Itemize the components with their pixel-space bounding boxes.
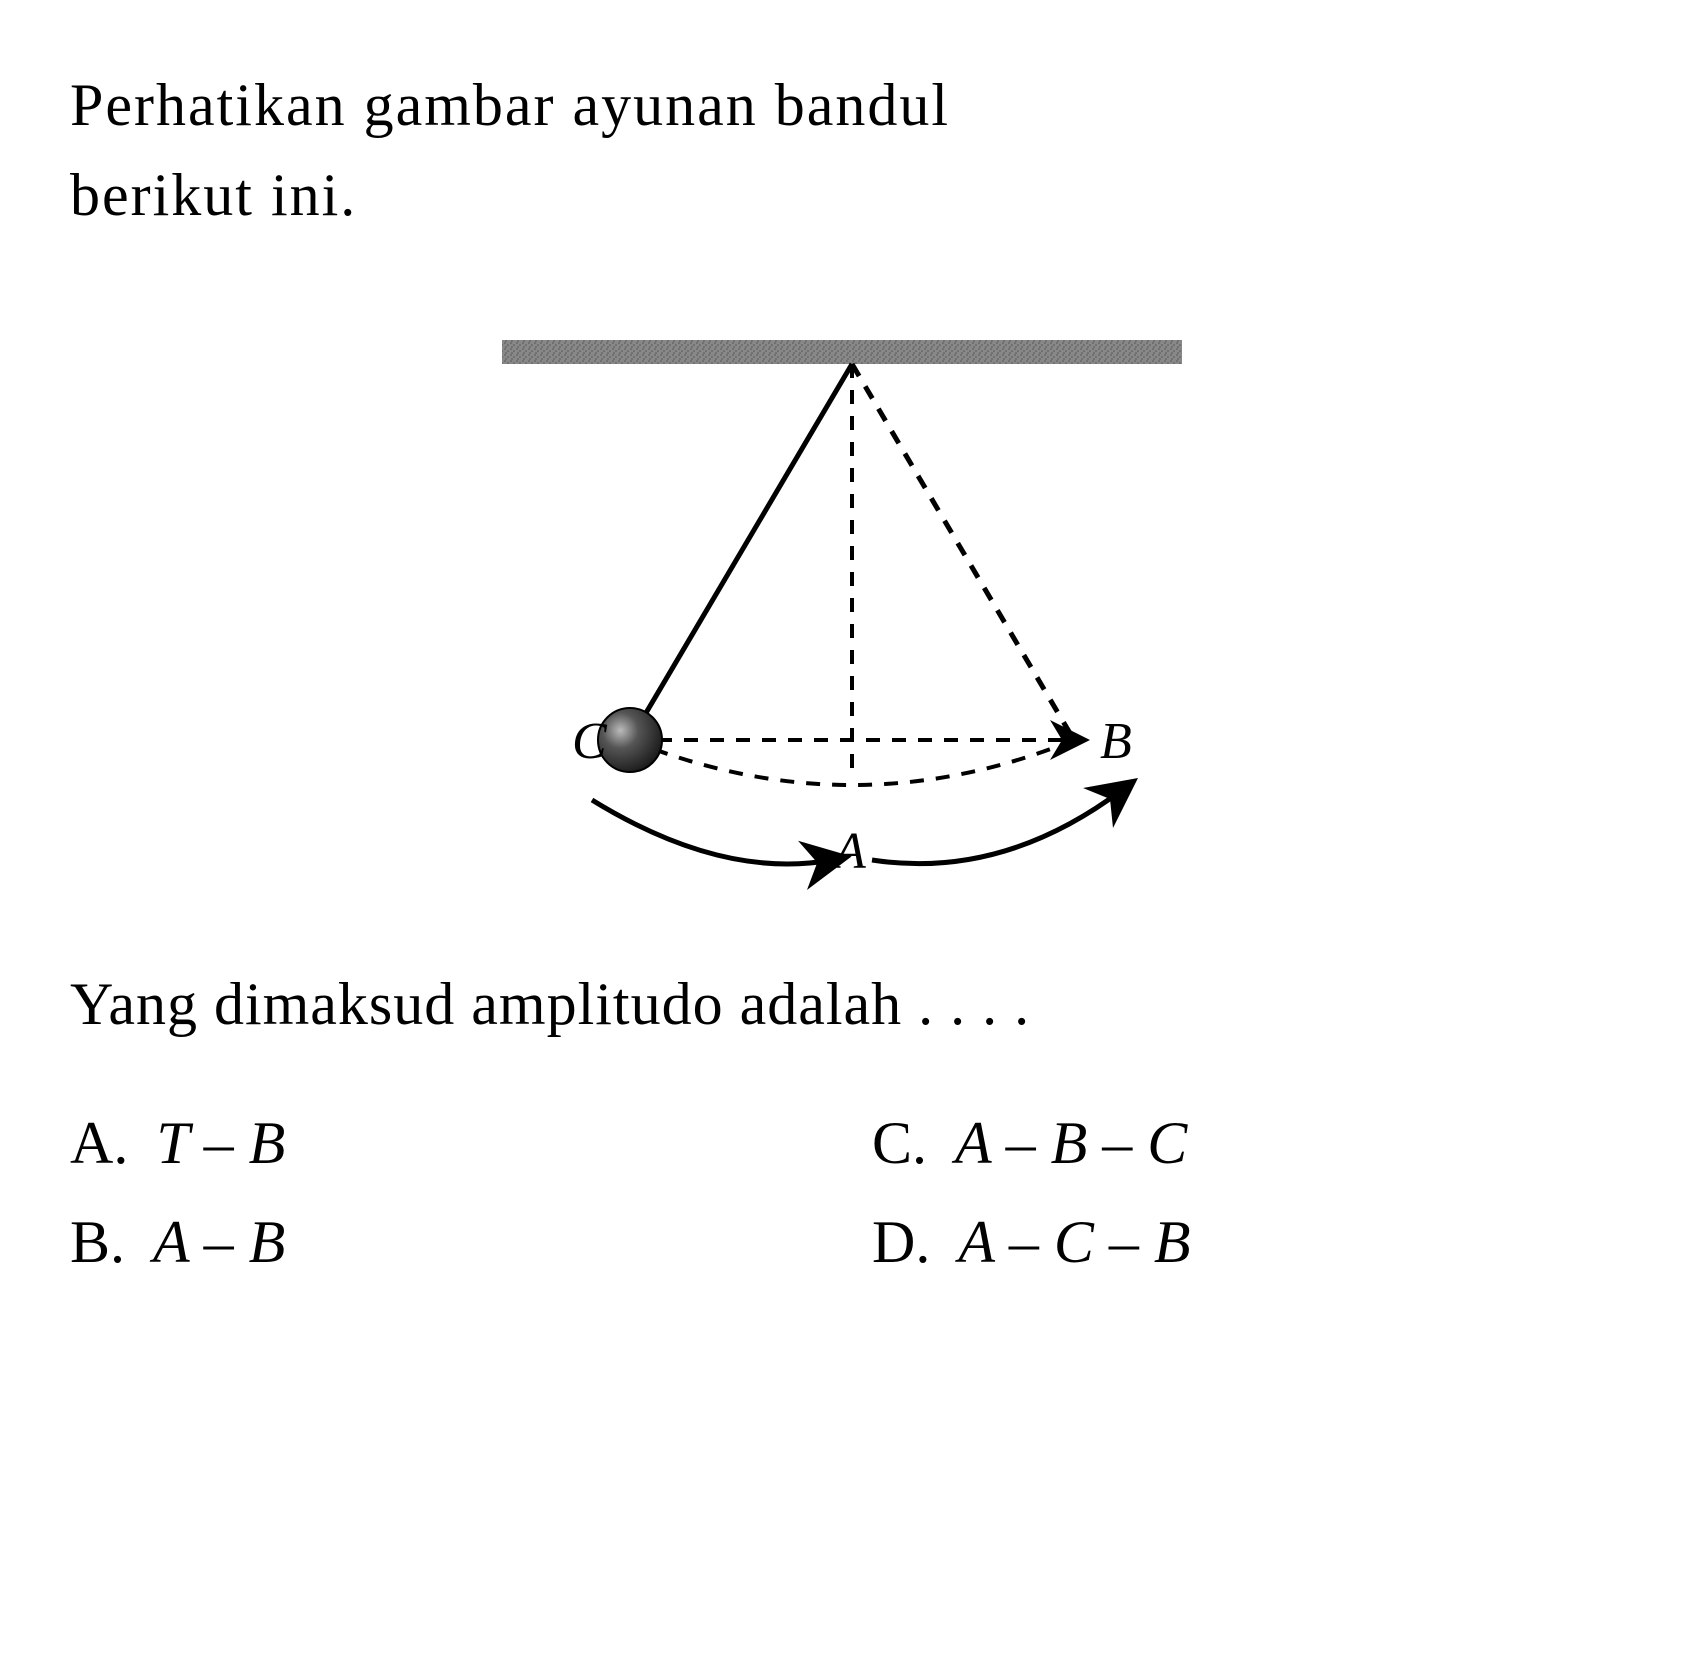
option-d-text: A – C – B (958, 1208, 1190, 1277)
label-b: B (1100, 713, 1132, 770)
option-c: C. A – B – C (872, 1109, 1634, 1178)
question-stem: Perhatikan gambar ayunan bandul berikut … (70, 60, 1634, 240)
pendulum-ball (598, 708, 662, 772)
swing-arrow-right (872, 790, 1122, 864)
label-a: A (831, 823, 866, 880)
sub-question: Yang dimaksud amplitudo adalah . . . . (70, 970, 1634, 1039)
option-a: A. T – B (70, 1109, 832, 1178)
swing-arrow-left (592, 800, 832, 864)
diagram-container: C B A (70, 300, 1634, 920)
option-c-letter: C. (872, 1109, 927, 1178)
question-line2: berikut ini. (70, 162, 357, 228)
pendulum-string (630, 364, 852, 740)
option-d: D. A – C – B (872, 1208, 1634, 1277)
option-a-letter: A. (70, 1109, 128, 1178)
option-b-letter: B. (70, 1208, 125, 1277)
dashed-line-right (852, 364, 1074, 740)
question-line1: Perhatikan gambar ayunan bandul (70, 72, 950, 138)
option-a-text: T – B (156, 1109, 285, 1178)
option-c-text: A – B – C (955, 1109, 1187, 1178)
pendulum-diagram: C B A (402, 300, 1302, 920)
support-bar (502, 340, 1182, 364)
option-d-letter: D. (872, 1208, 930, 1277)
options-container: A. T – B C. A – B – C B. A – B D. A – C … (70, 1109, 1634, 1277)
option-b: B. A – B (70, 1208, 832, 1277)
option-b-text: A – B (153, 1208, 285, 1277)
label-c: C (572, 713, 608, 770)
